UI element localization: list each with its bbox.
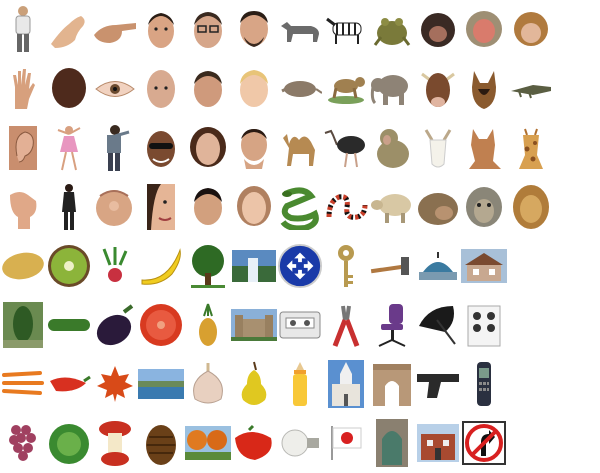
zebra-icon[interactable] — [323, 0, 369, 59]
red-pepper-icon[interactable] — [46, 355, 92, 414]
japan-flag-icon[interactable] — [323, 414, 369, 473]
coral-snake-icon[interactable] — [323, 177, 369, 236]
maple-leaf-icon[interactable] — [92, 355, 138, 414]
ear-icon[interactable] — [0, 118, 46, 177]
pineapple-icon[interactable] — [185, 295, 231, 354]
key-icon[interactable] — [323, 236, 369, 295]
woman-face-2-icon[interactable] — [231, 177, 277, 236]
man-face-icon[interactable] — [138, 0, 184, 59]
waterfall-icon[interactable] — [231, 236, 277, 295]
potato-icon[interactable] — [0, 236, 46, 295]
sheep-icon[interactable] — [369, 177, 415, 236]
crocodile-icon[interactable] — [508, 59, 554, 118]
castle-icon[interactable] — [230, 295, 277, 354]
lion-icon[interactable] — [508, 177, 554, 236]
man-hand-chin-icon[interactable] — [231, 118, 277, 177]
ostrich-icon[interactable] — [323, 118, 369, 177]
woman-half-face-icon[interactable] — [138, 177, 184, 236]
man-glasses-face-icon[interactable] — [185, 0, 231, 59]
house-icon[interactable] — [461, 236, 508, 295]
cassette-icon[interactable] — [277, 295, 323, 354]
grapes-icon[interactable] — [0, 414, 46, 473]
baby-monkey-icon[interactable] — [508, 0, 554, 59]
roundabout-sign-icon[interactable] — [277, 236, 323, 295]
man-beard-face-icon[interactable] — [231, 0, 277, 59]
dome-building-icon[interactable] — [415, 236, 461, 295]
tree-icon[interactable] — [185, 236, 231, 295]
eye-icon[interactable] — [92, 59, 138, 118]
camel-icon[interactable] — [277, 118, 323, 177]
garlic-icon[interactable] — [185, 355, 231, 414]
radish-icon[interactable] — [92, 236, 138, 295]
monkey-walking-icon[interactable] — [323, 59, 369, 118]
pistol-icon[interactable] — [415, 355, 461, 414]
monkey-head-icon[interactable] — [415, 177, 461, 236]
woman-standing-icon[interactable] — [46, 177, 92, 236]
goat-icon[interactable] — [415, 118, 461, 177]
no-turn-sign-icon[interactable] — [461, 414, 507, 473]
man-face-2-icon[interactable] — [185, 59, 231, 118]
ape-face-icon[interactable] — [461, 177, 507, 236]
eggplant-icon[interactable] — [92, 295, 138, 354]
pine-cone-icon[interactable] — [138, 414, 184, 473]
hand-pointing-icon[interactable] — [92, 0, 138, 59]
dancer-icon[interactable] — [46, 118, 92, 177]
person-standing-icon[interactable] — [0, 0, 46, 59]
giraffe-icon[interactable] — [508, 118, 554, 177]
woman-face-icon[interactable] — [185, 118, 231, 177]
wolf-icon[interactable] — [277, 0, 323, 59]
carrots-icon[interactable] — [0, 355, 46, 414]
baby-bottle-icon[interactable] — [277, 355, 323, 414]
umbrella-icon[interactable] — [415, 295, 461, 354]
man-sunglasses-face-icon[interactable] — [138, 118, 184, 177]
cucumber-icon[interactable] — [46, 295, 92, 354]
child-face-icon[interactable] — [231, 59, 277, 118]
stove-icon[interactable] — [461, 295, 507, 354]
macaque-icon[interactable] — [461, 0, 507, 59]
green-snake-icon[interactable] — [277, 177, 323, 236]
monkey-icon[interactable] — [415, 0, 461, 59]
light-bulb-icon[interactable] — [277, 414, 323, 473]
man-back-icon[interactable] — [92, 118, 138, 177]
arc-de-triomphe-icon[interactable] — [369, 355, 415, 414]
lake-icon[interactable] — [138, 355, 185, 414]
pear-icon[interactable] — [231, 355, 277, 414]
baboon-icon[interactable] — [369, 118, 415, 177]
frog-icon[interactable] — [369, 0, 415, 59]
lettuce-icon[interactable] — [46, 414, 92, 473]
bell-pepper-icon[interactable] — [231, 414, 277, 473]
hand-fist-icon[interactable] — [0, 177, 46, 236]
back-of-head-icon[interactable] — [46, 59, 92, 118]
elephant-icon[interactable] — [369, 59, 415, 118]
mobile-phone-icon[interactable] — [461, 355, 507, 414]
gothic-door-icon[interactable] — [369, 414, 415, 473]
banana-icon[interactable] — [138, 236, 184, 295]
shrub-icon[interactable] — [0, 295, 46, 354]
brick-house-icon[interactable] — [415, 414, 461, 473]
church-icon[interactable] — [323, 355, 369, 414]
bald-man-face-icon[interactable] — [138, 59, 184, 118]
apple-core-icon[interactable] — [92, 414, 138, 473]
pliers-icon[interactable] — [323, 295, 369, 354]
german-shepherd-icon[interactable] — [461, 59, 507, 118]
finger-pointing-icon[interactable] — [92, 177, 138, 236]
hammer-icon[interactable] — [369, 236, 415, 295]
orange-tree-icon[interactable] — [184, 414, 231, 473]
hand-ok-icon[interactable] — [46, 0, 92, 59]
open-hand-icon[interactable] — [0, 59, 46, 118]
office-chair-icon[interactable] — [369, 295, 415, 354]
tomato-slice-icon[interactable] — [138, 295, 184, 354]
man-face-3-icon[interactable] — [185, 177, 231, 236]
great-dane-icon[interactable] — [461, 118, 507, 177]
kiwi-icon[interactable] — [46, 236, 92, 295]
armadillo-icon[interactable] — [277, 59, 323, 118]
cow-icon[interactable] — [415, 59, 461, 118]
